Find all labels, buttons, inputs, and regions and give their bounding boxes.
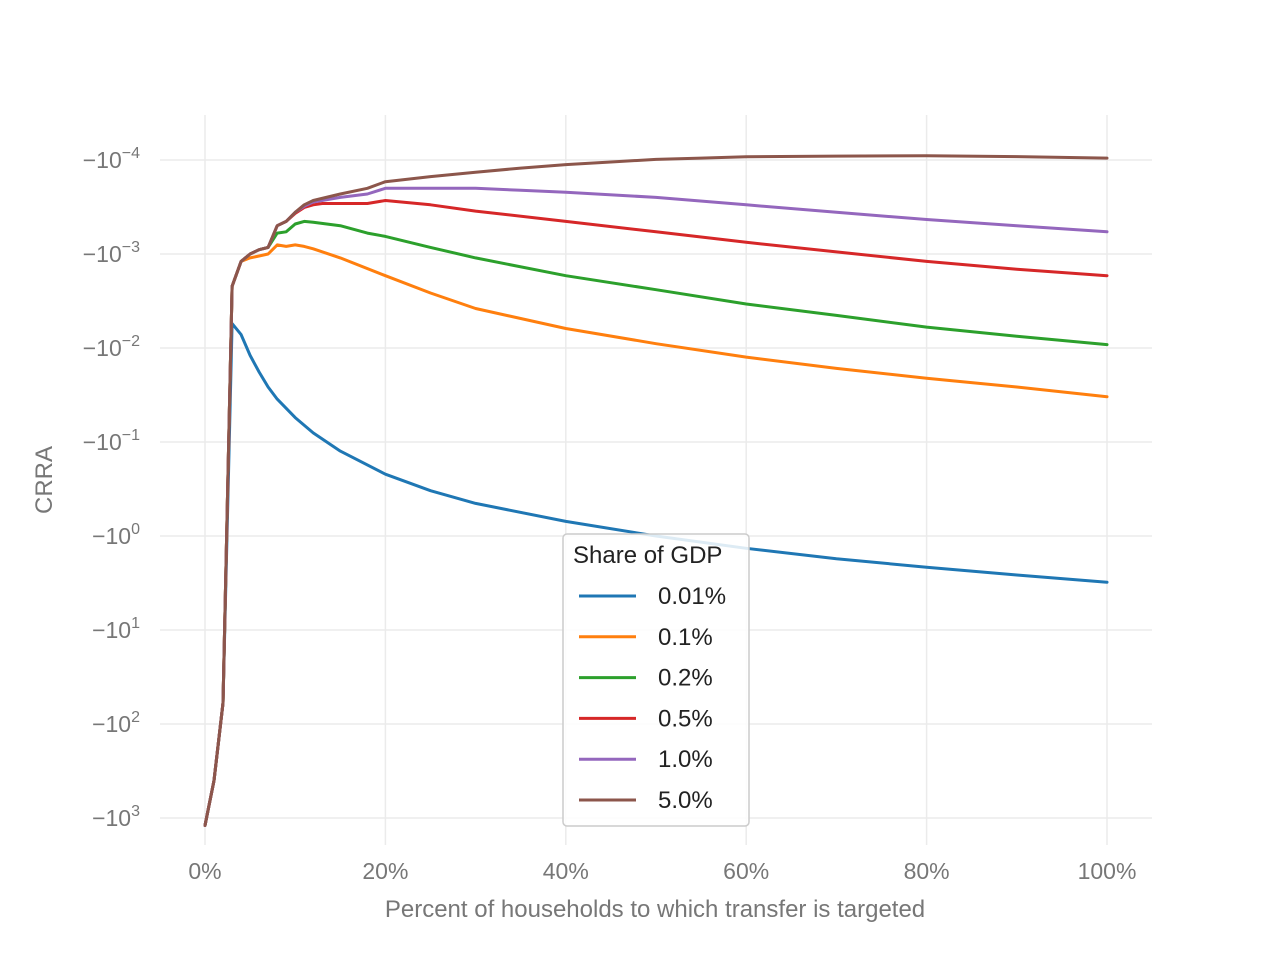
legend-title: Share of GDP xyxy=(573,542,722,569)
y-axis-label: CRRA xyxy=(31,446,58,514)
x-tick-label: 20% xyxy=(362,858,408,884)
series-line-0-01- xyxy=(203,322,1109,827)
legend-label: 0.1% xyxy=(658,624,713,651)
y-axis-ticks: −10−4 −10−3 −10−2 −10−1 −100 −101 −102 −103 xyxy=(83,145,140,831)
legend-box xyxy=(562,533,750,827)
series-lines xyxy=(203,154,1109,827)
y-tick-label: −103 xyxy=(92,803,140,831)
y-tick-label: −102 xyxy=(92,709,140,737)
legend-label: 5.0% xyxy=(658,787,713,814)
y-tick-label: −101 xyxy=(92,615,140,643)
legend-items: 0.01% 0.1% 0.2% 0.5% 1.0% 5.0% xyxy=(579,583,726,814)
y-tick-label: −100 xyxy=(92,521,140,549)
x-tick-label: 40% xyxy=(543,858,589,884)
series-line-5-0- xyxy=(203,154,1109,827)
legend-label: 0.01% xyxy=(658,583,726,610)
x-tick-label: 60% xyxy=(723,858,769,884)
x-tick-label: 80% xyxy=(904,858,950,884)
legend-label: 0.2% xyxy=(658,665,713,692)
y-tick-label: −10−4 xyxy=(83,145,140,173)
y-tick-label: −10−2 xyxy=(83,333,140,361)
legend-label: 1.0% xyxy=(658,746,713,773)
x-tick-label: 0% xyxy=(188,858,221,884)
x-tick-label: 100% xyxy=(1078,858,1137,884)
x-axis-label: Percent of households to which transfer … xyxy=(385,896,925,923)
x-axis-ticks: 0% 20% 40% 60% 80% 100% xyxy=(188,858,1136,884)
y-tick-label: −10−3 xyxy=(83,239,140,267)
legend: Share of GDP 0.01% 0.1% 0.2% 0.5% 1.0% 5.0% xyxy=(562,533,750,827)
y-tick-label: −10−1 xyxy=(83,427,140,455)
legend-label: 0.5% xyxy=(658,705,713,732)
